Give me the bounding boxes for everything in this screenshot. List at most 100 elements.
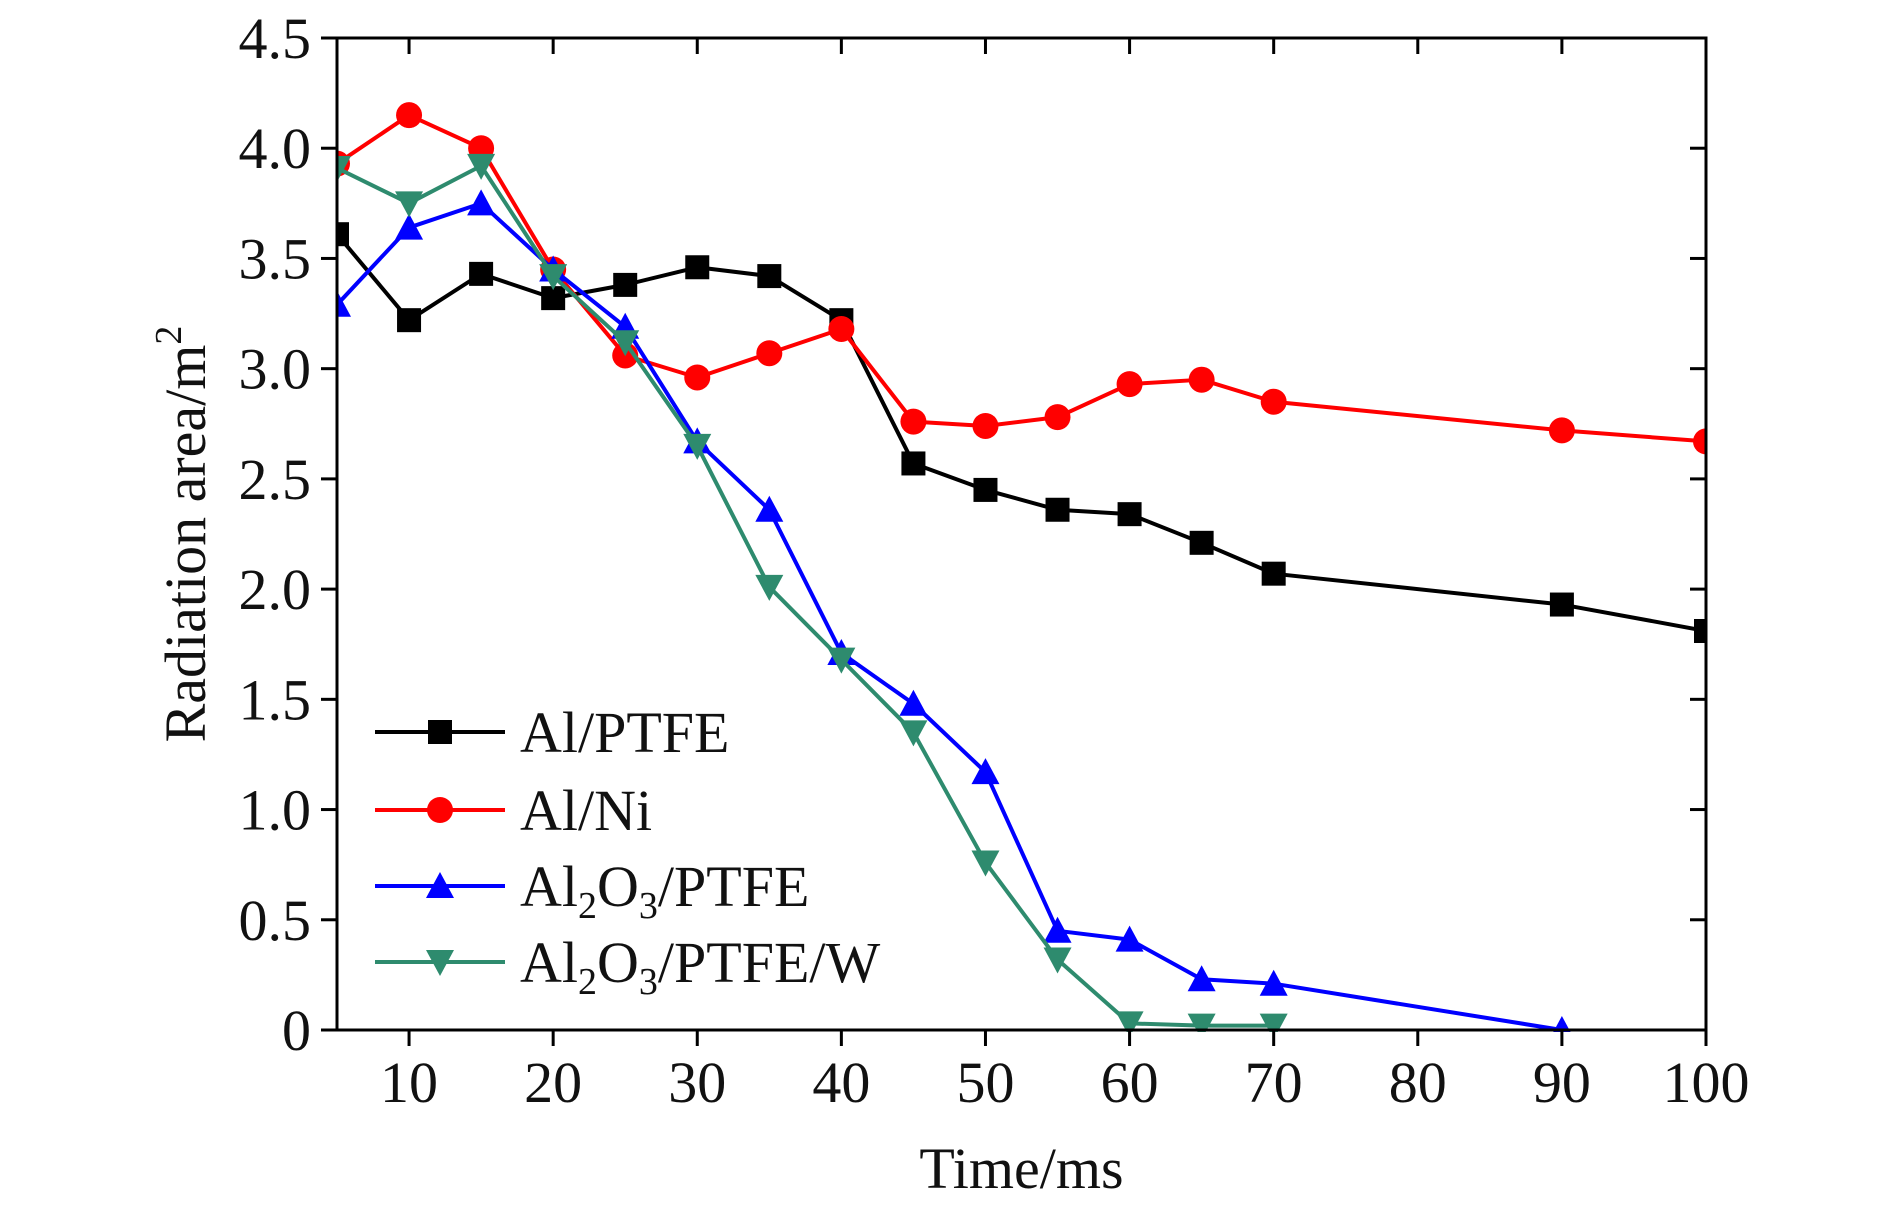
legend-label: Al2O3/PTFE/W	[520, 930, 880, 1003]
data-point	[1189, 530, 1214, 555]
x-tick-label: 70	[1245, 1050, 1303, 1115]
legend-entry: Al/Ni	[375, 778, 652, 843]
axes: 10 20 30 40 50 60 70 80 90 100 0 0.5 1.0 1.5 2.0 2.5 3.0…	[148, 6, 1750, 1201]
y-axis-label-text: Radiation area/m	[153, 345, 218, 743]
data-point	[1043, 947, 1072, 974]
data-point	[1043, 916, 1072, 943]
data-point	[467, 153, 496, 180]
legend-marker	[426, 872, 454, 898]
x-tick-label: 50	[956, 1050, 1014, 1115]
data-point	[1548, 417, 1575, 444]
legend-label: Al/PTFE	[520, 700, 730, 765]
y-tick-label: 3.5	[239, 226, 312, 291]
y-tick-label: 1.5	[239, 667, 312, 732]
series-line	[337, 113, 1706, 444]
y-tick-label: 4.0	[239, 116, 312, 181]
x-tick-label: 100	[1663, 1050, 1750, 1115]
x-axis-label: Time/ms	[919, 1136, 1123, 1201]
data-point	[1694, 618, 1706, 643]
data-point	[900, 408, 927, 435]
data-point	[395, 191, 424, 218]
data-point	[1188, 366, 1215, 393]
data-point	[827, 647, 856, 674]
legend-label-subscript: 3	[639, 885, 658, 927]
data-point	[337, 222, 349, 247]
data-point	[971, 850, 1000, 877]
x-tick-label: 80	[1389, 1050, 1447, 1115]
x-tick-label: 20	[524, 1050, 582, 1115]
data-point	[1044, 404, 1071, 431]
data-point	[1187, 965, 1216, 992]
data-point	[899, 720, 928, 747]
series-3	[337, 153, 1288, 1032]
y-axis-label-superscript: 2	[148, 326, 190, 345]
data-point	[613, 272, 638, 297]
series-1	[337, 102, 1706, 455]
legend-label-subscript: 2	[578, 885, 597, 927]
legend-label-text: O	[597, 854, 639, 919]
data-point	[755, 495, 784, 522]
x-tick-label: 90	[1533, 1050, 1591, 1115]
data-point	[539, 264, 568, 291]
legend-label-text: O	[597, 930, 639, 995]
data-point	[1259, 969, 1288, 996]
legend-label-text: /PTFE	[658, 854, 810, 919]
data-point	[901, 451, 926, 476]
data-point	[397, 308, 422, 333]
data-point	[971, 758, 1000, 785]
data-point	[1117, 502, 1142, 527]
data-point	[756, 340, 783, 367]
legend-label: Al/Ni	[520, 778, 652, 843]
data-point	[611, 330, 640, 357]
data-point	[1115, 1011, 1144, 1032]
legend-label-text: /PTFE/W	[658, 930, 881, 995]
data-point	[899, 689, 928, 716]
data-point	[828, 315, 855, 342]
y-tick-label: 2.0	[239, 557, 312, 622]
legend-label-text: Al	[520, 854, 578, 919]
legend-label-text: Al/PTFE	[520, 700, 730, 765]
series-2	[337, 189, 1571, 1032]
legend-entry: Al2O3/PTFE	[375, 854, 809, 927]
x-tick-label: 30	[668, 1050, 726, 1115]
legend-entry: Al/PTFE	[375, 700, 730, 765]
data-point	[337, 290, 351, 317]
data-point	[973, 477, 998, 502]
data-point	[1549, 592, 1574, 617]
data-point	[1187, 1013, 1216, 1032]
data-point	[1261, 561, 1286, 586]
data-point	[1259, 1013, 1288, 1032]
data-point	[1693, 428, 1706, 455]
y-tick-label: 4.5	[239, 6, 312, 71]
data-point	[395, 213, 424, 240]
legend-label-subscript: 2	[578, 961, 597, 1003]
data-point	[396, 102, 423, 129]
y-tick-label: 0	[282, 998, 311, 1063]
legend-marker	[427, 797, 453, 823]
legend-label-text: Al	[520, 930, 578, 995]
plot-area	[337, 102, 1706, 1032]
y-axis-label: Radiation area/m2	[148, 326, 218, 743]
legend-label-subscript: 3	[639, 961, 658, 1003]
data-point	[1115, 925, 1144, 952]
data-point	[757, 264, 782, 289]
legend-marker	[428, 720, 452, 744]
data-point	[1116, 371, 1143, 398]
x-tick-label: 40	[812, 1050, 870, 1115]
y-tick-label: 3.0	[239, 337, 312, 402]
data-point	[972, 412, 999, 439]
legend-marker	[426, 950, 454, 976]
data-point	[755, 574, 784, 601]
data-point	[541, 286, 566, 311]
plot-frame	[335, 36, 1708, 1032]
x-tick-label: 60	[1101, 1050, 1159, 1115]
legend-label: Al2O3/PTFE	[520, 854, 809, 927]
legend-entry: Al2O3/PTFE/W	[375, 930, 880, 1003]
y-tick-label: 2.5	[239, 447, 312, 512]
data-point	[469, 261, 494, 286]
data-point	[337, 156, 351, 183]
data-point	[467, 189, 496, 216]
data-point	[1553, 1016, 1571, 1032]
